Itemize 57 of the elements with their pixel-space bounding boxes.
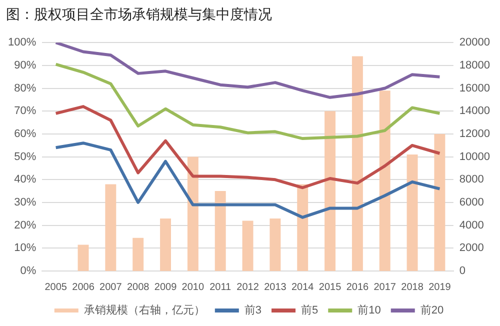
legend-label: 前5 [301,304,318,317]
x-tick-label: 2018 [401,282,424,293]
x-tick-label: 2019 [428,282,452,293]
x-tick-label: 2014 [291,282,314,293]
y-tick-label: 80% [14,82,36,94]
legend-label: 前3 [244,304,262,317]
bar [242,220,254,271]
x-tick-label: 2016 [346,282,370,293]
y-tick-label: 0% [20,265,36,278]
x-tick-label: 2012 [236,282,260,293]
y2-tick-label: 2000 [459,242,484,254]
bar [214,191,226,271]
y-tick-label: 90% [14,59,36,72]
x-tick-label: 2017 [374,282,396,293]
bar [132,238,144,271]
bar [270,218,281,271]
y2-tick-label: 14000 [459,105,490,118]
y-tick-label: 30% [14,196,36,209]
bar [78,244,89,271]
y2-tick-label: 16000 [459,82,490,94]
y2-tick-label: 6000 [459,196,484,209]
x-tick-label: 2008 [126,282,150,293]
chart-title: 图：股权项目全市场承销规模与集中度情况 [6,6,272,24]
bar [105,184,116,271]
legend-label: 承销规模（右轴，亿元） [84,304,205,317]
bar [160,218,171,271]
y-tick-label: 100% [8,36,36,49]
x-tick-label: 2010 [182,282,204,293]
legend-label: 前10 [358,304,381,317]
x-tick-label: 2005 [44,282,68,293]
x-tick-label: 2011 [210,282,232,293]
y-tick-label: 20% [14,219,36,232]
y2-tick-label: 4000 [459,219,484,232]
y2-tick-label: 20000 [459,36,490,49]
x-tick-label: 2013 [264,282,287,293]
bar [187,156,198,271]
bar [297,184,308,271]
y-tick-label: 70% [14,105,36,118]
y-tick-label: 10% [14,242,36,254]
legend-label: 前20 [420,304,444,317]
bar [324,111,336,271]
y-tick-label: 50% [14,150,36,163]
x-tick-label: 2006 [72,282,95,293]
bar [406,154,418,271]
bar [434,134,446,271]
y2-tick-label: 12000 [459,128,490,140]
x-tick-label: 2015 [318,282,342,293]
bar [379,90,390,271]
y-tick-label: 60% [14,128,36,140]
x-tick-label: 2009 [154,282,178,293]
y2-tick-label: 8000 [459,174,484,186]
y2-tick-label: 18000 [459,59,490,72]
x-tick-label: 2007 [100,282,122,293]
y2-tick-label: 10000 [459,150,490,163]
bar [352,56,363,271]
y-tick-label: 40% [14,174,36,186]
y2-tick-label: 0 [459,265,466,278]
